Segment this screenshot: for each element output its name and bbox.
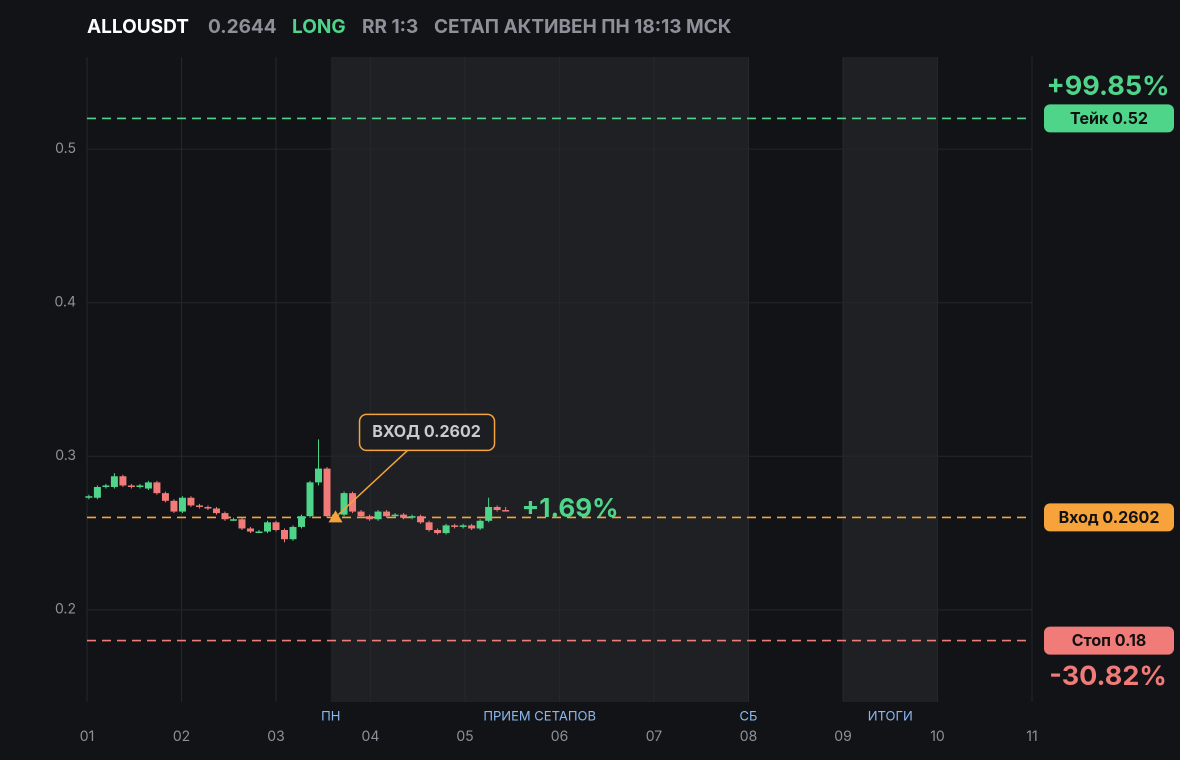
callout-box	[358, 413, 496, 452]
x-tick-label: 08	[740, 728, 758, 745]
candle-body	[272, 522, 280, 530]
candle-body	[383, 511, 391, 517]
candle-body	[408, 516, 416, 518]
candle-body	[178, 497, 186, 512]
candle-body	[281, 530, 289, 540]
candle-body	[417, 516, 425, 523]
symbol: ALLOUSDT	[87, 15, 189, 38]
header: ALLOUSDT 0.2644 LONG RR 1:3 СЕТАП АКТИВЕ…	[87, 15, 732, 38]
x-tick-label: 04	[362, 728, 380, 745]
candle-body	[187, 497, 195, 506]
level-percent: -30.82%	[1049, 659, 1167, 692]
side: LONG	[292, 15, 346, 38]
candle-body	[289, 526, 297, 540]
candle-body	[357, 511, 365, 517]
x-tick-label: 01	[80, 728, 95, 745]
candle-body	[434, 530, 442, 534]
x-tick-label: 07	[646, 728, 663, 745]
candle-body	[263, 522, 271, 532]
level-pill	[1044, 503, 1174, 532]
y-tick-label: 0.5	[55, 140, 76, 157]
status: СЕТАП АКТИВЕН ПН 18:13 МСК	[434, 15, 732, 38]
candle-body	[425, 522, 433, 530]
candle-body	[153, 482, 161, 494]
pnl-label: +1.69%	[522, 493, 619, 524]
level-pill	[1044, 626, 1174, 655]
candle-body	[110, 476, 118, 487]
candle-body	[323, 468, 331, 517]
candle-body	[459, 525, 467, 527]
level-label: Стоп 0.18	[1072, 630, 1147, 650]
candle-body	[298, 516, 306, 527]
candle-body	[229, 519, 237, 521]
candle-body	[442, 525, 450, 534]
candle-body	[476, 520, 484, 529]
candle-body	[374, 511, 382, 520]
candle-body	[315, 468, 323, 483]
rr: RR 1:3	[362, 15, 418, 38]
candle-body	[144, 482, 152, 489]
candle-body	[85, 496, 93, 498]
candle-body	[212, 508, 220, 514]
candle-body	[246, 528, 254, 532]
candle-body	[170, 500, 178, 512]
level-pill	[1044, 104, 1174, 133]
candle-body	[161, 493, 169, 501]
x-tick-label: 02	[173, 728, 190, 745]
candle-body	[340, 493, 348, 515]
period-label: ИТОГИ	[868, 709, 913, 725]
candle-body	[119, 476, 127, 486]
candle-body	[391, 514, 399, 517]
callout-label: ВХОД 0.2602	[372, 421, 481, 441]
period-label: ПРИЕМ СЕТАПОВ	[483, 709, 596, 725]
y-tick-label: 0.4	[54, 294, 76, 311]
x-tick-label: 05	[456, 728, 473, 745]
price: 0.2644	[208, 15, 277, 38]
candle-body	[400, 514, 408, 518]
session-shade	[330, 57, 749, 702]
candle-body	[93, 487, 101, 498]
candle-body	[255, 531, 263, 534]
candle-body	[493, 506, 501, 511]
candle-body	[127, 485, 135, 487]
candle-body	[451, 525, 459, 527]
candle-body	[485, 506, 493, 521]
level-percent: +99.85%	[1046, 69, 1169, 102]
entry-marker	[328, 510, 343, 523]
period-label: СБ	[740, 709, 758, 725]
candle-body	[366, 516, 374, 520]
x-tick-label: 09	[834, 728, 852, 745]
x-tick-label: 10	[930, 728, 945, 745]
candle-body	[195, 505, 203, 507]
x-tick-label: 11	[1026, 728, 1037, 745]
candle-body	[221, 513, 229, 520]
candle-body	[306, 482, 314, 517]
candle-body	[136, 485, 144, 487]
x-tick-label: 06	[551, 728, 569, 745]
session-shade	[843, 57, 938, 702]
x-tick-label: 03	[267, 728, 284, 745]
candle-body	[102, 485, 110, 487]
y-tick-label: 0.3	[55, 447, 76, 464]
candle-body	[502, 510, 510, 512]
y-tick-label: 0.2	[55, 601, 76, 618]
level-label: Вход 0.2602	[1059, 507, 1160, 527]
candle-body	[204, 506, 212, 509]
period-label: ПН	[321, 709, 340, 725]
callout-connector	[338, 449, 409, 515]
candle-body	[468, 525, 476, 529]
candle-body	[238, 519, 246, 529]
level-label: Тейк 0.52	[1070, 108, 1148, 128]
